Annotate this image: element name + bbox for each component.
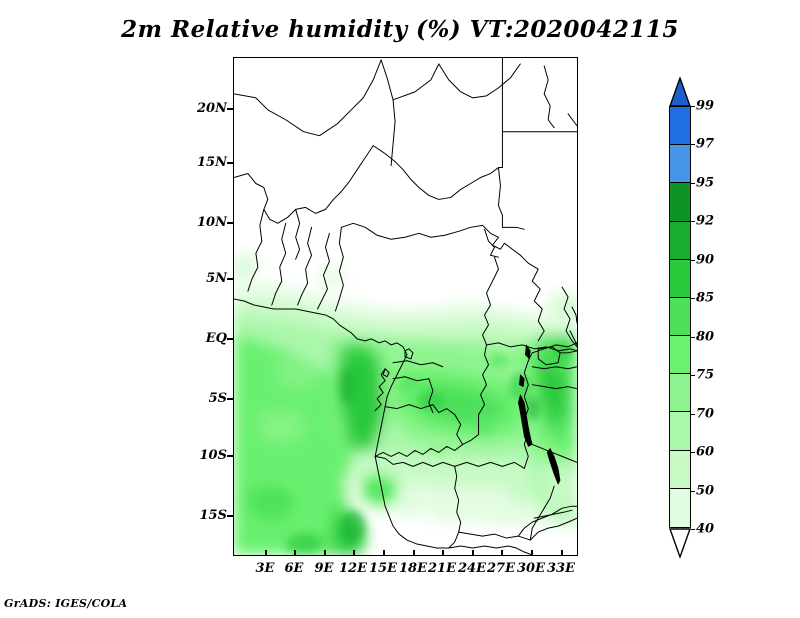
- y-tick-mark: [227, 162, 233, 164]
- colorbar-tick-label: 75: [696, 367, 715, 383]
- x-tick-mark: [353, 550, 355, 556]
- colorbar-tick-label: 92: [696, 213, 715, 229]
- x-tick-label: 21E: [428, 561, 456, 576]
- y-tick-label: 15N: [197, 155, 227, 170]
- colorbar-tick-label: 60: [696, 444, 715, 460]
- x-tick-label: 3E: [255, 561, 275, 576]
- x-tick-mark: [324, 550, 326, 556]
- colorbar-tick-label: 40: [696, 521, 715, 537]
- map-plot-area[interactable]: [233, 57, 578, 556]
- x-tick-label: 9E: [314, 561, 334, 576]
- colorbar-tick-mark: [691, 452, 695, 454]
- colorbar-tick-mark: [691, 260, 695, 262]
- colorbar-band-50-60: [670, 450, 690, 489]
- y-tick-label: 10N: [197, 215, 227, 230]
- colorbar-band-60-70: [670, 412, 690, 451]
- credit-text: GrADS: IGES/COLA: [4, 597, 128, 610]
- colorbar-tick-mark: [691, 491, 695, 493]
- colorbar-legend[interactable]: 99 97 95 92 90 85 80 75 70 60 50 40: [669, 75, 714, 560]
- colorbar-band-70-75: [670, 374, 690, 413]
- y-tick-label: EQ: [205, 331, 227, 346]
- x-tick-mark: [294, 550, 296, 556]
- colorbar-band-90-92: [670, 221, 690, 260]
- x-tick-label: 27E: [487, 561, 515, 576]
- colorbar-band-97-99: [670, 107, 690, 146]
- colorbar-bands: [669, 106, 691, 528]
- page-title: 2m Relative humidity (%) VT:2020042115: [121, 16, 679, 43]
- x-tick-mark: [413, 550, 415, 556]
- colorbar-band-85-90: [670, 259, 690, 298]
- colorbar-tick-label: 80: [696, 329, 715, 345]
- colorbar-band-95-97: [670, 145, 690, 184]
- y-tick-mark: [227, 222, 233, 224]
- colorbar-bottom-arrow: [669, 528, 691, 560]
- colorbar-tick-mark: [691, 183, 695, 185]
- colorbar-tick-label: 99: [696, 98, 715, 114]
- colorbar-tick-mark: [691, 529, 695, 531]
- colorbar-tick-mark: [691, 375, 695, 377]
- x-tick-mark: [442, 550, 444, 556]
- colorbar-tick-mark: [691, 337, 695, 339]
- colorbar-tick-label: 50: [696, 483, 715, 499]
- y-tick-mark: [227, 455, 233, 457]
- colorbar-tick-label: 85: [696, 290, 715, 306]
- colorbar-tick-label: 70: [696, 406, 715, 422]
- y-tick-mark: [227, 108, 233, 110]
- x-tick-mark: [531, 550, 533, 556]
- y-tick-mark: [227, 278, 233, 280]
- x-tick-mark: [265, 550, 267, 556]
- x-tick-label: 15E: [369, 561, 397, 576]
- y-tick-mark: [227, 338, 233, 340]
- x-tick-label: 12E: [339, 561, 367, 576]
- colorbar-tick-label: 95: [696, 175, 715, 191]
- x-tick-label: 33E: [547, 561, 575, 576]
- y-tick-label: 10S: [199, 448, 227, 463]
- colorbar-band-75-80: [670, 336, 690, 375]
- colorbar-tick-mark: [691, 221, 695, 223]
- x-tick-mark: [501, 550, 503, 556]
- y-tick-label: 20N: [197, 101, 227, 116]
- x-tick-label: 18E: [399, 561, 427, 576]
- colorbar-tick-mark: [691, 106, 695, 108]
- y-tick-mark: [227, 398, 233, 400]
- colorbar-band-92-95: [670, 183, 690, 222]
- colorbar-tick-mark: [691, 414, 695, 416]
- x-tick-mark: [472, 550, 474, 556]
- colorbar-tick-label: 97: [696, 136, 715, 152]
- colorbar-band-80-85: [670, 297, 690, 337]
- colorbar-tick-mark: [691, 144, 695, 146]
- colorbar-tick-mark: [691, 298, 695, 300]
- humidity-shaded-field: [234, 58, 577, 555]
- y-tick-label: 15S: [199, 508, 227, 523]
- y-tick-label: 5N: [206, 271, 227, 286]
- x-tick-label: 30E: [517, 561, 545, 576]
- colorbar-top-arrow: [669, 75, 691, 107]
- y-tick-mark: [227, 515, 233, 517]
- y-tick-label: 5S: [208, 391, 227, 406]
- x-tick-label: 24E: [458, 561, 486, 576]
- x-tick-mark: [561, 550, 563, 556]
- x-tick-mark: [383, 550, 385, 556]
- colorbar-tick-label: 90: [696, 252, 715, 268]
- x-tick-label: 6E: [284, 561, 304, 576]
- colorbar-band-40-50: [670, 488, 690, 527]
